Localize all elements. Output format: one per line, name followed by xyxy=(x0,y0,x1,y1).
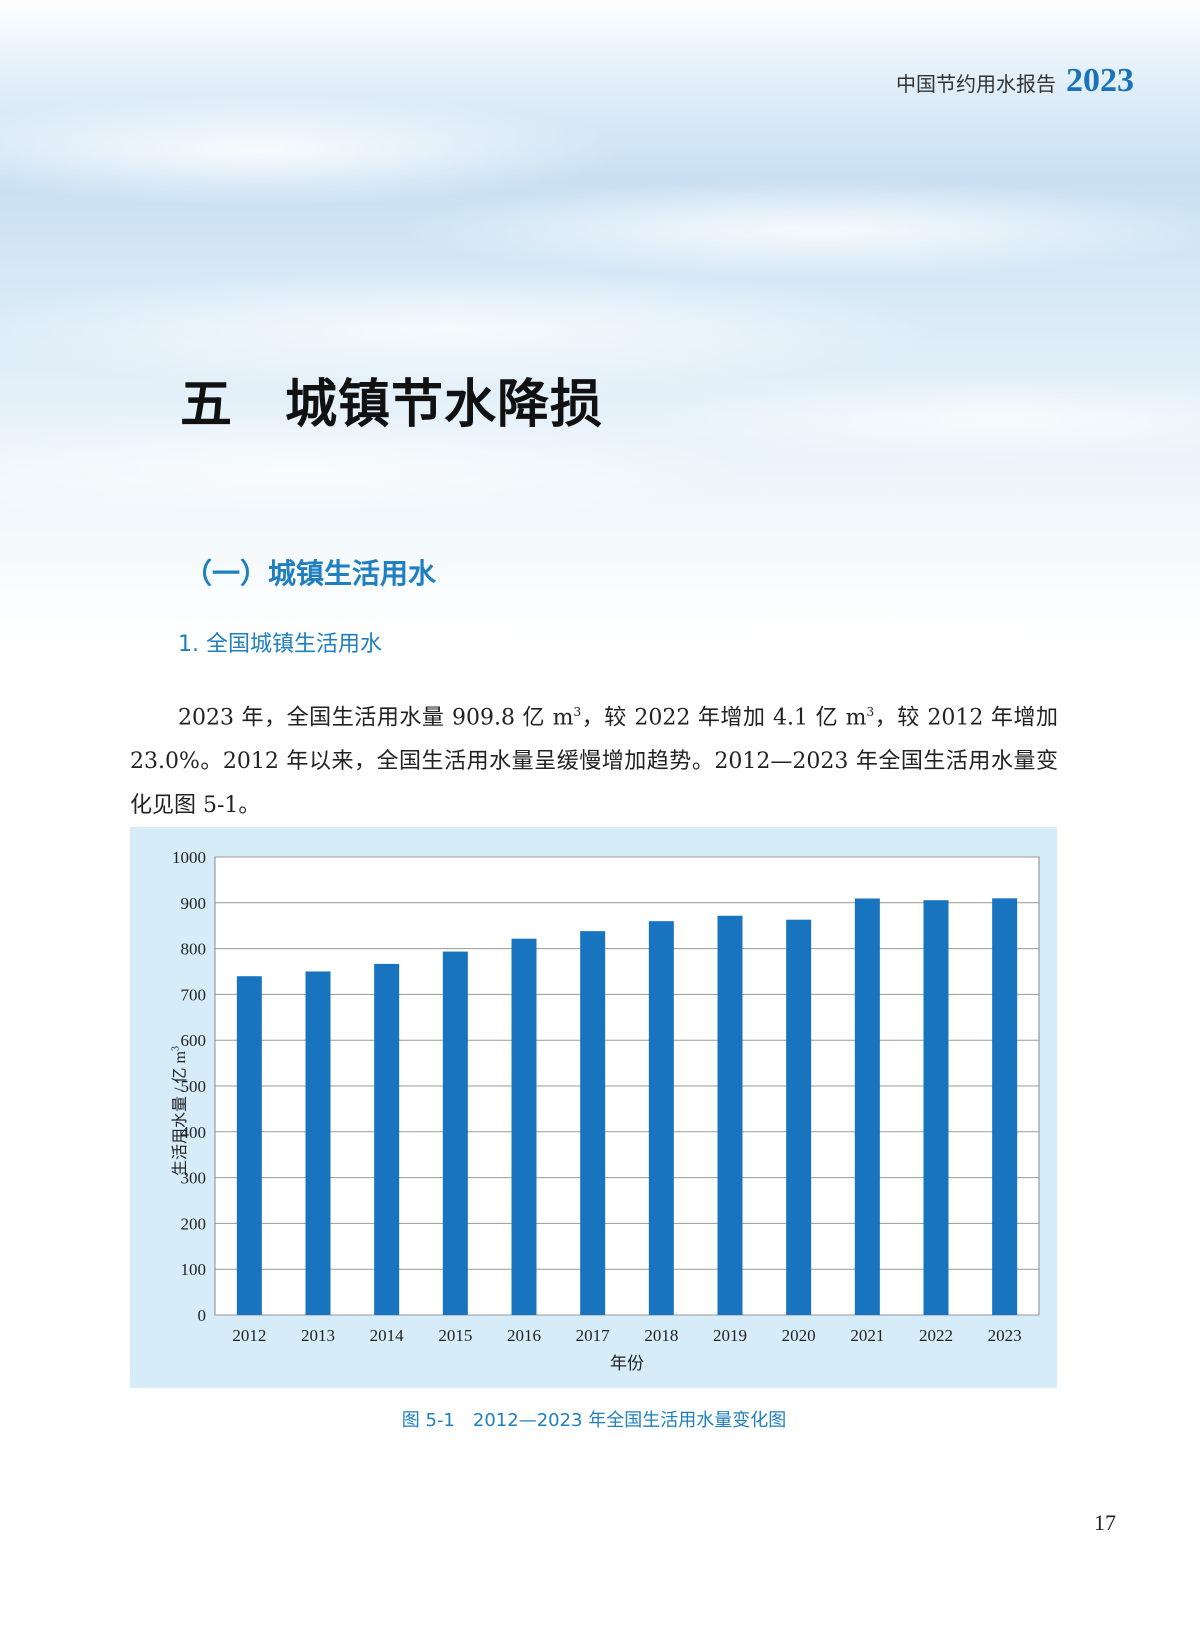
header-sky-background xyxy=(0,0,1200,640)
x-axis-label: 年份 xyxy=(610,1354,644,1374)
y-axis-label-sup: 3 xyxy=(170,1046,182,1052)
x-tick-label: 2022 xyxy=(919,1326,953,1345)
superscript-2: 3 xyxy=(866,705,875,719)
bar-chart-panel: 0 100 200 300 400 500 600 700 800 900 1000 2012 2013… xyxy=(130,827,1057,1388)
paragraph-part-3: ，较 2012 年增加 23.0%。2012 年以来，全国生活用水量呈缓慢增加趋… xyxy=(130,705,1058,819)
report-title: 中国节约用水报告 xyxy=(896,72,1056,96)
bar xyxy=(305,971,331,1315)
bar xyxy=(992,898,1018,1315)
y-tick-label: 800 xyxy=(181,940,207,959)
bar xyxy=(580,931,606,1315)
x-tick-label: 2017 xyxy=(576,1326,611,1345)
x-tick-label: 2020 xyxy=(782,1326,816,1345)
y-tick-label: 600 xyxy=(181,1031,207,1050)
figure-caption: 图 5-1 2012—2023 年全国生活用水量变化图 xyxy=(401,1410,787,1431)
y-tick-label: 900 xyxy=(181,894,207,913)
x-tick-label: 2019 xyxy=(713,1326,747,1345)
y-tick-label: 300 xyxy=(181,1169,207,1188)
bar xyxy=(511,938,537,1315)
paragraph-part-2: ，较 2022 年增加 4.1 亿 m xyxy=(581,705,867,731)
body-paragraph: 2023 年，全国生活用水量 909.8 亿 m3，较 2022 年增加 4.1… xyxy=(130,690,1058,828)
bar xyxy=(854,898,880,1315)
paragraph-part-1: 2023 年，全国生活用水量 909.8 亿 m xyxy=(178,705,574,731)
x-tick-label: 2018 xyxy=(644,1326,678,1345)
x-tick-label: 2015 xyxy=(438,1326,472,1345)
chapter-title: 城镇节水降损 xyxy=(285,375,604,435)
x-tick-label: 2014 xyxy=(370,1326,405,1345)
chapter-number: 五 xyxy=(180,375,234,435)
y-axis-label-text: 生活用水量 / 亿 m xyxy=(172,1051,189,1176)
x-tick-label: 2023 xyxy=(988,1326,1022,1345)
bar xyxy=(442,951,468,1315)
y-tick-label: 700 xyxy=(181,985,207,1004)
y-tick-label: 1000 xyxy=(172,848,206,867)
bar xyxy=(717,915,743,1315)
section-heading: （一）城镇生活用水 xyxy=(184,557,437,590)
x-tick-label: 2013 xyxy=(301,1326,335,1345)
y-tick-label: 200 xyxy=(181,1214,207,1233)
subsection-heading: 1. 全国城镇生活用水 xyxy=(178,632,382,657)
x-tick-label: 2016 xyxy=(507,1326,541,1345)
y-tick-label: 500 xyxy=(181,1077,207,1096)
bar-chart: 0 100 200 300 400 500 600 700 800 900 1000 2012 2013… xyxy=(172,848,1040,1374)
y-tick-label: 0 xyxy=(198,1306,207,1325)
page-number: 17 xyxy=(1094,1510,1116,1535)
chapter-heading: 五 城镇节水降损 xyxy=(180,362,603,437)
bar xyxy=(236,976,262,1315)
x-tick-label: 2021 xyxy=(850,1326,884,1345)
running-header: 中国节约用水报告 2023 xyxy=(896,62,1134,100)
y-tick-label: 100 xyxy=(181,1260,207,1279)
bar xyxy=(374,963,400,1315)
bar xyxy=(786,919,812,1315)
y-tick-label: 400 xyxy=(181,1123,207,1142)
y-axis-label: 生活用水量 / 亿 m3 xyxy=(166,1011,190,1211)
x-tick-label: 2012 xyxy=(232,1326,266,1345)
bar xyxy=(923,900,949,1315)
bar xyxy=(648,921,674,1315)
superscript-1: 3 xyxy=(573,705,582,719)
report-year: 2023 xyxy=(1066,62,1134,99)
